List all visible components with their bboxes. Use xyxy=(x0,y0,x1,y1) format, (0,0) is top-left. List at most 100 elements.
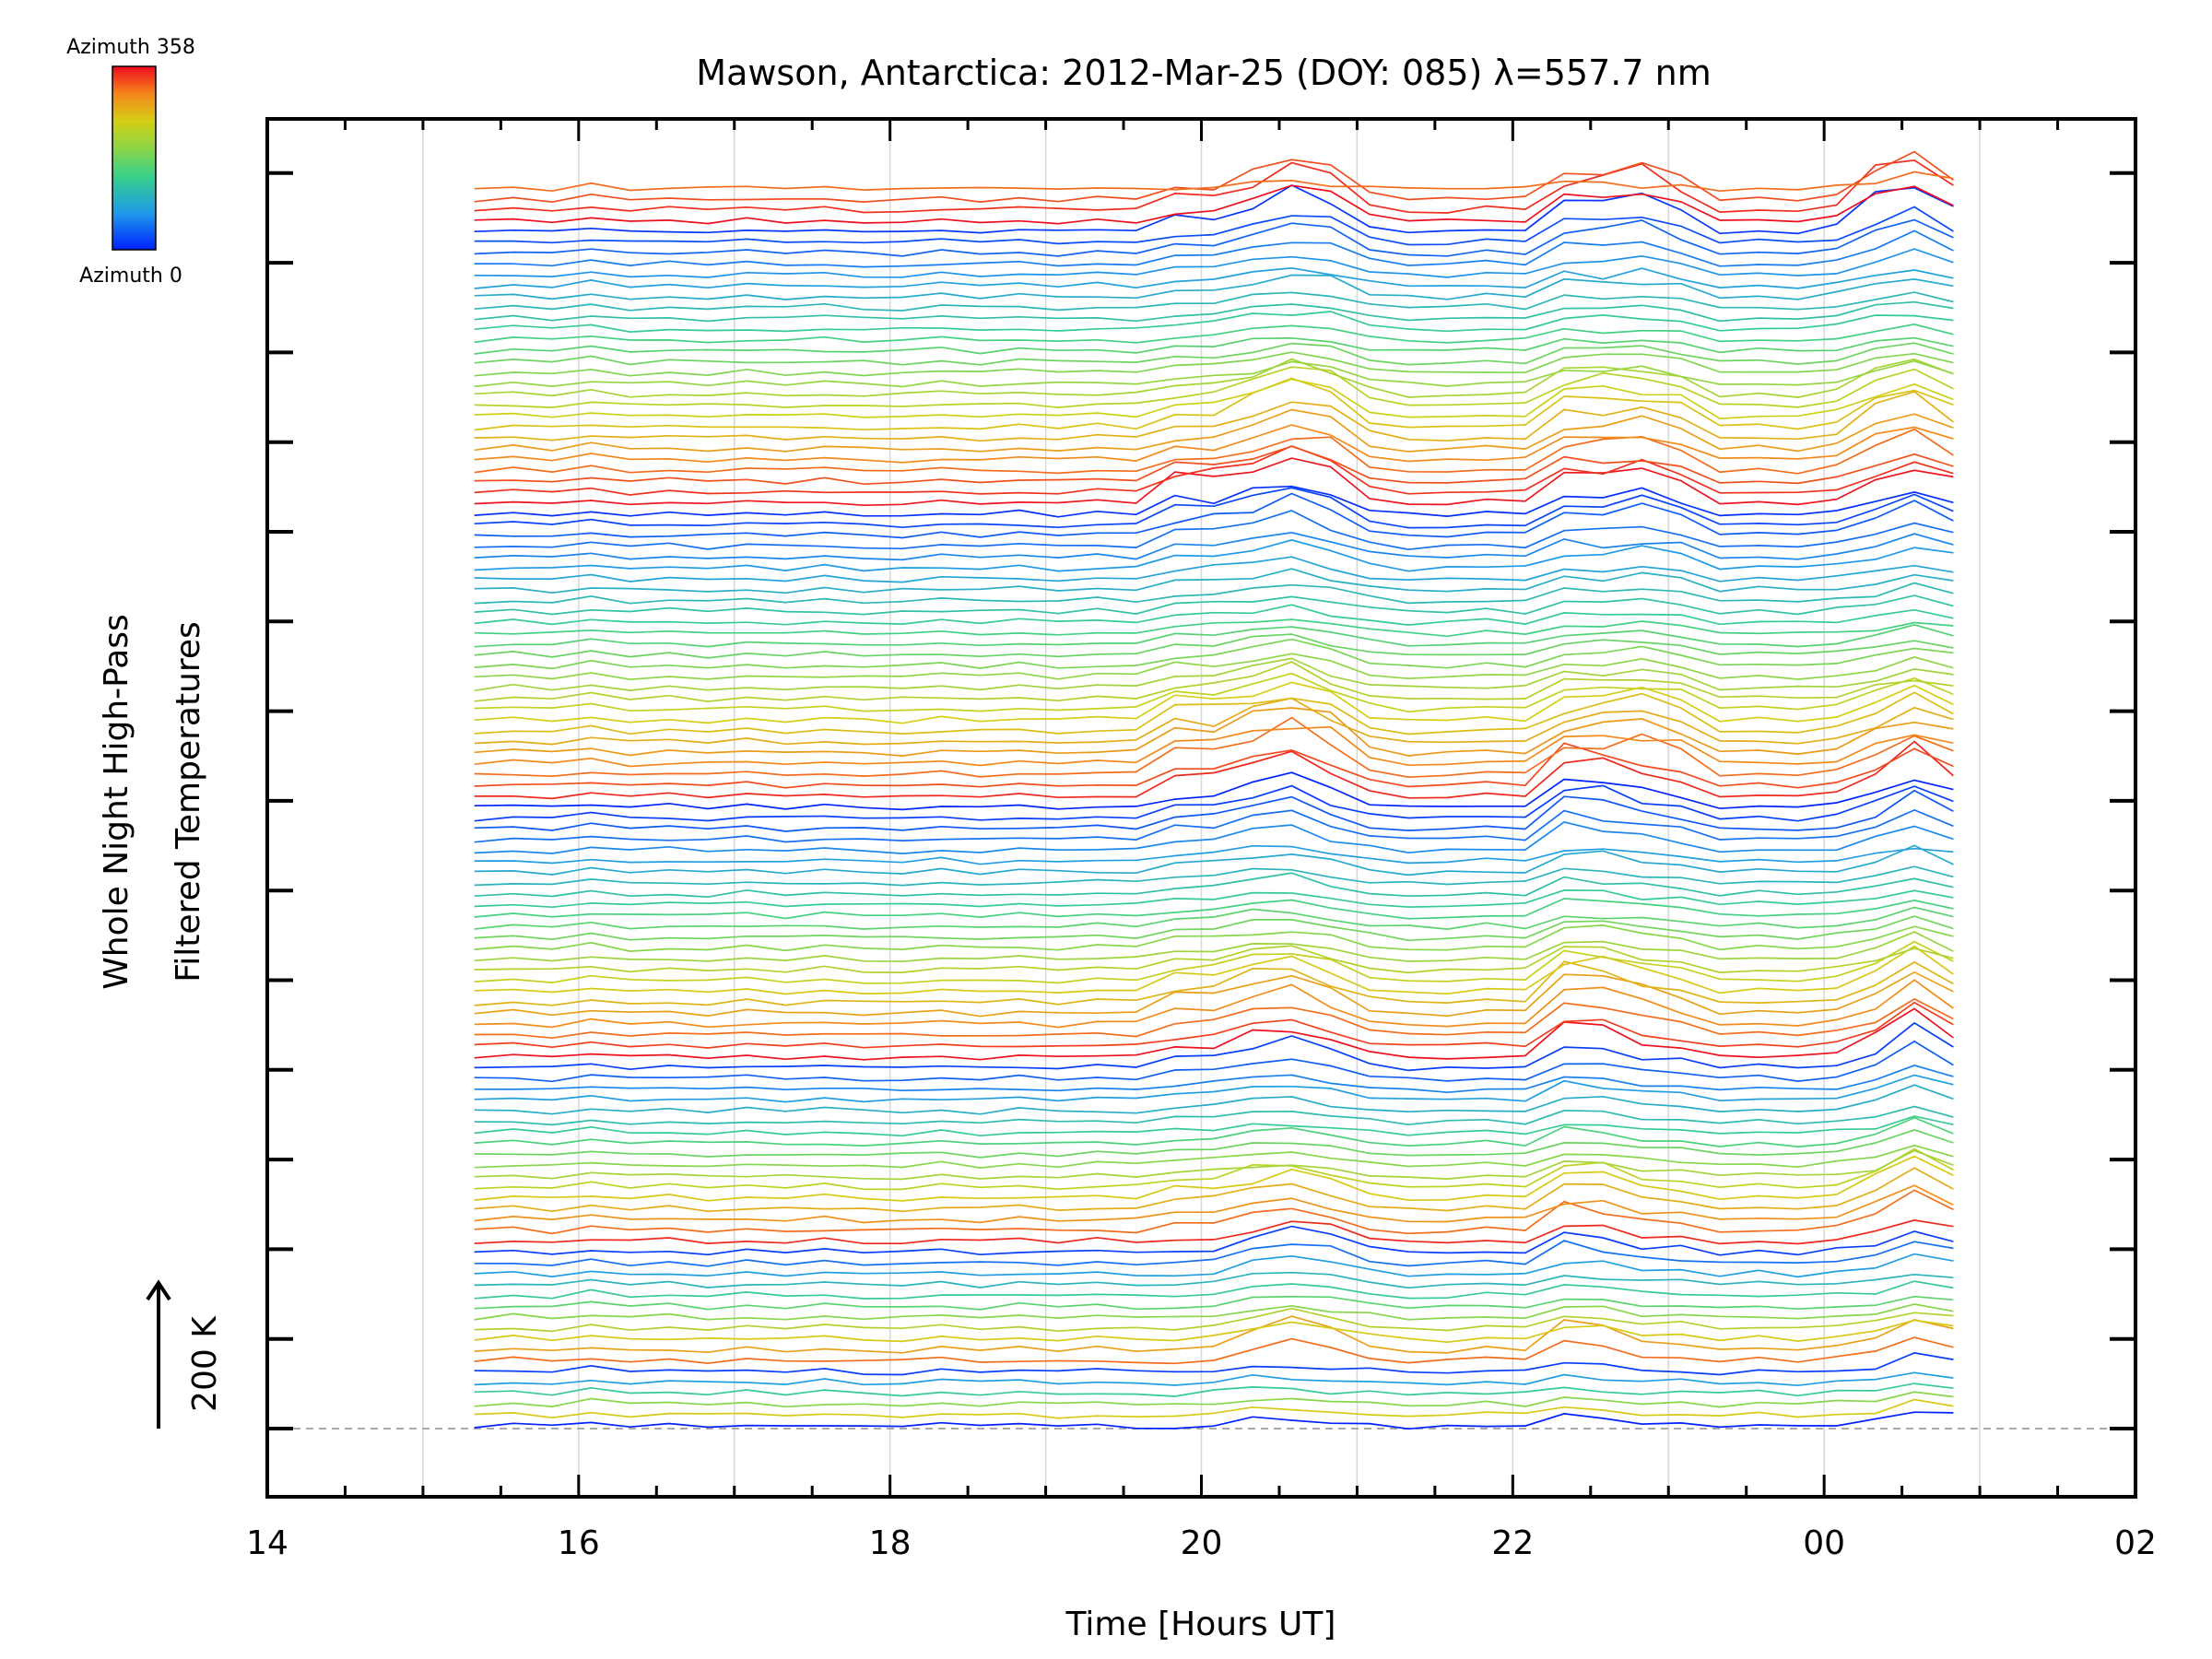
trace-line xyxy=(474,351,1954,377)
trace-line xyxy=(474,184,1954,235)
trace-line xyxy=(474,428,1954,475)
trace-line xyxy=(474,971,1954,1018)
trace-line xyxy=(474,594,1954,616)
trace-line xyxy=(474,707,1954,757)
trace-line xyxy=(474,510,1954,551)
trace-line xyxy=(474,789,1954,832)
scale-arrow-head-icon xyxy=(146,1279,171,1301)
trace-line xyxy=(474,532,1954,561)
trace-line xyxy=(474,274,1954,300)
temperature-traces xyxy=(474,150,1954,1430)
trace-line xyxy=(474,725,1954,768)
trace-line xyxy=(474,1303,1954,1321)
trace-line xyxy=(474,697,1954,746)
trace-line xyxy=(474,742,1954,789)
trace-line xyxy=(474,159,1954,214)
trace-line xyxy=(474,150,1954,204)
x-tick-label: 22 xyxy=(1491,1524,1534,1562)
trace-line xyxy=(474,638,1954,670)
trace-line xyxy=(474,906,1954,930)
trace-line xyxy=(474,1149,1954,1181)
x-axis: 14 16 18 20 22 00 02 xyxy=(246,119,2157,1562)
trace-line xyxy=(474,872,1954,899)
trace-line xyxy=(474,492,1954,539)
trace-line xyxy=(474,487,1954,529)
trace-line xyxy=(474,1307,1954,1333)
trace-line xyxy=(474,979,1954,1029)
trace-line xyxy=(474,1398,1954,1419)
trace-line xyxy=(474,206,1954,246)
trace-line xyxy=(474,844,1954,877)
y-axis-title-line2: Filtered Temperatures xyxy=(170,621,207,982)
trace-line xyxy=(474,336,1954,355)
trace-line xyxy=(474,342,1954,366)
colorbar-gradient xyxy=(112,65,157,251)
trace-line xyxy=(474,1189,1954,1235)
trace-line xyxy=(474,1115,1954,1137)
trace-line xyxy=(474,1065,1954,1094)
trace-line xyxy=(474,945,1954,995)
trace-line xyxy=(474,1001,1954,1049)
trace-line xyxy=(474,408,1954,453)
trace-line xyxy=(474,378,1954,419)
trace-line xyxy=(474,997,1954,1040)
trace-line xyxy=(474,218,1954,257)
trace-line xyxy=(474,740,1954,800)
temperature-scale: 200 K xyxy=(146,1279,224,1429)
trace-line xyxy=(474,1219,1954,1245)
trace-line xyxy=(474,324,1954,344)
trace-line xyxy=(474,691,1954,735)
trace-line xyxy=(474,390,1954,442)
trace-line xyxy=(474,1371,1954,1387)
trace-line xyxy=(474,1147,1954,1191)
trace-line xyxy=(474,624,1954,648)
trace-line xyxy=(474,1021,1954,1072)
trace-line xyxy=(474,444,1954,496)
trace-line xyxy=(474,377,1954,431)
trace-line xyxy=(474,661,1954,702)
trace-line xyxy=(474,1352,1954,1376)
trace-line xyxy=(474,568,1954,594)
trace-line xyxy=(474,1007,1954,1061)
trace-line xyxy=(474,457,1954,507)
x-tick-label: 02 xyxy=(2114,1524,2157,1562)
trace-line xyxy=(474,672,1954,713)
trace-line xyxy=(474,915,1954,942)
trace-line xyxy=(474,784,1954,822)
trace-line xyxy=(474,844,1954,865)
trace-line xyxy=(474,1144,1954,1169)
trace-line xyxy=(474,1271,1954,1289)
trace-line xyxy=(474,359,1954,388)
trace-line xyxy=(474,1280,1954,1300)
trace-line xyxy=(474,889,1954,909)
trace-line xyxy=(474,924,1954,952)
trace-line xyxy=(474,1225,1954,1256)
trace-line xyxy=(474,960,1954,1006)
trace-line xyxy=(474,184,1954,225)
x-tick-label: 20 xyxy=(1181,1524,1223,1562)
trace-line xyxy=(474,1295,1954,1311)
azimuth-colorbar: Azimuth 358 Azimuth 0 xyxy=(66,36,195,288)
trace-line xyxy=(474,681,1954,724)
x-axis-title: Time [Hours UT] xyxy=(1065,1606,1336,1643)
trace-line xyxy=(474,556,1954,583)
trace-line xyxy=(474,248,1954,278)
trace-line xyxy=(474,485,1954,518)
trace-line xyxy=(474,657,1954,692)
trace-line xyxy=(474,1040,1954,1083)
trace-line xyxy=(474,1315,1954,1354)
trace-line xyxy=(474,229,1954,268)
scale-label: 200 K xyxy=(186,1315,224,1412)
trace-line xyxy=(474,771,1954,811)
trace-line xyxy=(474,358,1954,398)
trace-line xyxy=(474,808,1954,843)
trace-line xyxy=(474,1184,1954,1224)
trace-line xyxy=(474,633,1954,659)
trace-line xyxy=(474,424,1954,464)
trace-line xyxy=(474,940,1954,984)
trace-line xyxy=(474,1319,1954,1344)
trace-line xyxy=(474,1336,1954,1365)
trace-line xyxy=(474,1116,1954,1147)
trace-line xyxy=(474,1074,1954,1103)
